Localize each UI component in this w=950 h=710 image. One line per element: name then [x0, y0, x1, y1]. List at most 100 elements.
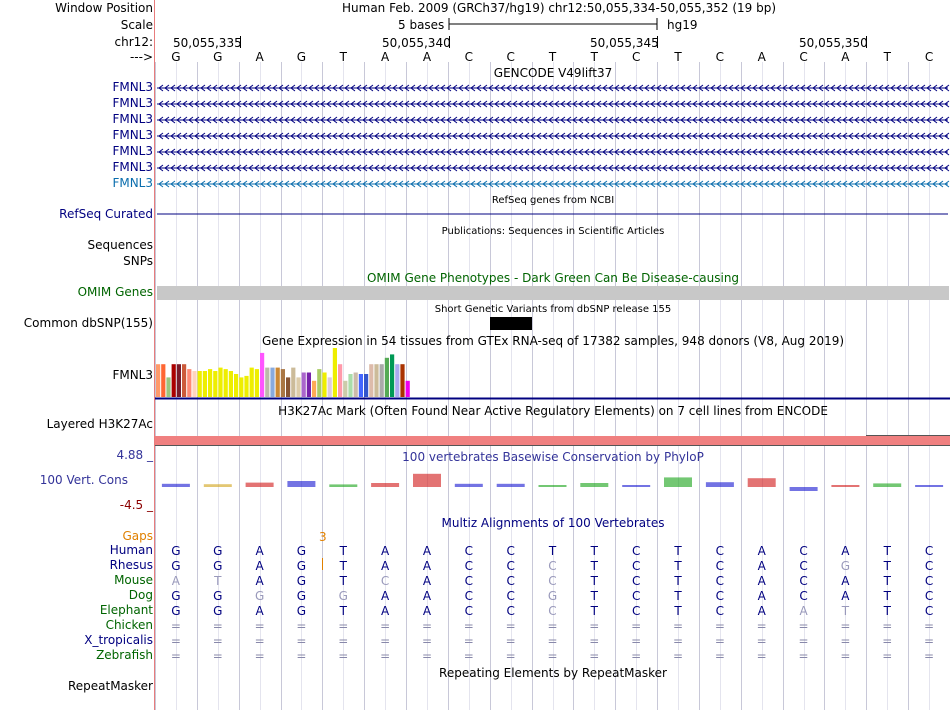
gtex-tissue-bar[interactable] [275, 367, 280, 397]
species-label[interactable]: Elephant [99, 603, 153, 617]
gtex-tissue-bar[interactable] [348, 374, 353, 397]
gtex-tissue-bar[interactable] [369, 364, 374, 397]
species-label[interactable]: Chicken [105, 618, 153, 632]
phylop-score-glyph[interactable] [915, 485, 944, 487]
phylop-score-glyph[interactable] [371, 483, 400, 487]
phylop-score-glyph[interactable] [413, 473, 441, 487]
gtex-tissue-bar[interactable] [286, 377, 291, 397]
gtex-tissue-bar[interactable] [202, 371, 207, 397]
phylop-score-glyph[interactable] [831, 485, 860, 487]
gtex-tissue-bar[interactable] [296, 377, 301, 397]
gtex-tissue-bar[interactable] [265, 367, 270, 397]
gtex-tissue-bar[interactable] [327, 377, 332, 397]
gencode-gene-label[interactable]: FMNL3 [112, 160, 153, 174]
gencode-gene-label[interactable]: FMNL3 [112, 112, 153, 126]
gtex-tissue-bar[interactable] [280, 369, 285, 397]
gtex-tissue-bar[interactable] [223, 369, 228, 397]
omim-bar[interactable] [157, 286, 949, 300]
gtex-tissue-bar[interactable] [249, 367, 254, 397]
phylop-score-glyph[interactable] [203, 484, 232, 487]
gtex-tissue-bar[interactable] [239, 377, 244, 397]
strand-chevron [488, 180, 494, 188]
dbsnp-variant[interactable] [490, 317, 532, 330]
phylop-score-glyph[interactable] [454, 483, 483, 487]
phylop-score-glyph[interactable] [329, 484, 358, 487]
phylop-score-glyph[interactable] [789, 487, 818, 491]
phylop-score-glyph[interactable] [705, 482, 734, 487]
gtex-tissue-bar[interactable] [213, 371, 218, 397]
species-label[interactable]: Rhesus [109, 558, 153, 572]
gtex-tissue-bar[interactable] [338, 364, 343, 397]
strand-chevron [266, 132, 272, 140]
species-label[interactable]: Dog [128, 588, 153, 602]
gtex-tissue-bar[interactable] [166, 377, 171, 397]
phylop-score-glyph[interactable] [287, 481, 316, 487]
gtex-tissue-bar[interactable] [182, 364, 187, 397]
gtex-tissue-bar[interactable] [291, 367, 296, 397]
gtex-tissue-bar[interactable] [208, 369, 213, 397]
phylop-score-glyph[interactable] [664, 477, 692, 487]
gtex-tissue-bar[interactable] [332, 348, 337, 397]
phylop-score-glyph[interactable] [496, 483, 525, 487]
gtex-tissue-bar[interactable] [364, 374, 369, 397]
species-label[interactable]: Mouse [114, 573, 153, 587]
phylop-score-glyph[interactable] [161, 483, 190, 487]
gencode-gene-label[interactable]: FMNL3 [112, 176, 153, 190]
gtex-tissue-bar[interactable] [384, 357, 389, 397]
conservation-label[interactable]: 100 Vert. Cons [39, 473, 128, 487]
sequences-label[interactable]: Sequences [87, 238, 153, 252]
gtex-tissue-bar[interactable] [234, 374, 239, 397]
gtex-tissue-bar[interactable] [270, 367, 275, 397]
gtex-tissue-bar[interactable] [374, 364, 379, 397]
species-label[interactable]: Human [109, 543, 153, 557]
snps-label[interactable]: SNPs [123, 254, 153, 268]
omim-label[interactable]: OMIM Genes [77, 285, 153, 299]
gencode-gene-label[interactable]: FMNL3 [112, 80, 153, 94]
gtex-tissue-bar[interactable] [317, 369, 322, 397]
gtex-tissue-bar[interactable] [161, 364, 166, 397]
gencode-gene-label[interactable]: FMNL3 [112, 144, 153, 158]
gtex-tissue-bar[interactable] [343, 380, 348, 397]
gtex-tissue-bar[interactable] [244, 375, 249, 397]
gtex-tissue-bar[interactable] [390, 354, 395, 397]
species-label[interactable]: X_tropicalis [84, 633, 153, 647]
h3k27ac-signal[interactable] [155, 436, 950, 445]
phylop-score-glyph[interactable] [245, 482, 274, 487]
h3k27ac-label[interactable]: Layered H3K27Ac [46, 417, 153, 431]
alignment-base: = [296, 649, 306, 663]
gtex-tissue-bar[interactable] [301, 372, 306, 398]
species-label[interactable]: Zebrafish [96, 648, 153, 662]
gtex-tissue-bar[interactable] [353, 372, 358, 398]
strand-chevron [224, 116, 230, 124]
gtex-tissue-bar[interactable] [254, 369, 259, 397]
repeatmasker-label[interactable]: RepeatMasker [67, 679, 153, 693]
dbsnp-label[interactable]: Common dbSNP(155) [23, 316, 153, 330]
gtex-tissue-bar[interactable] [197, 371, 202, 397]
gtex-tissue-bar[interactable] [156, 364, 161, 397]
phylop-score-glyph[interactable] [580, 483, 609, 487]
gtex-tissue-bar[interactable] [187, 369, 192, 397]
phylop-score-glyph[interactable] [747, 478, 776, 487]
gtex-tissue-bar[interactable] [400, 364, 405, 397]
gtex-tissue-bar[interactable] [176, 364, 181, 397]
gtex-tissue-bar[interactable] [192, 371, 197, 397]
gtex-tissue-bar[interactable] [379, 364, 384, 397]
gtex-tissue-bar[interactable] [260, 352, 265, 397]
phylop-score-glyph[interactable] [622, 485, 651, 487]
gencode-gene-label[interactable]: FMNL3 [112, 128, 153, 142]
gtex-tissue-bar[interactable] [228, 371, 233, 397]
gencode-gene-label[interactable]: FMNL3 [112, 96, 153, 110]
refseq-label[interactable]: RefSeq Curated [59, 207, 153, 221]
gtex-tissue-bar[interactable] [218, 367, 223, 397]
phylop-score-glyph[interactable] [538, 485, 567, 487]
gtex-label[interactable]: FMNL3 [112, 368, 153, 382]
gtex-tissue-bar[interactable] [171, 364, 176, 397]
gtex-tissue-bar[interactable] [322, 372, 327, 398]
phylop-score-glyph[interactable] [873, 483, 902, 487]
gtex-tissue-bar[interactable] [312, 380, 317, 397]
gtex-tissue-bar[interactable] [358, 374, 363, 397]
gtex-tissue-bar[interactable] [395, 364, 400, 397]
gtex-tissue-bar[interactable] [306, 372, 311, 398]
gtex-tissue-bar[interactable] [405, 380, 410, 397]
